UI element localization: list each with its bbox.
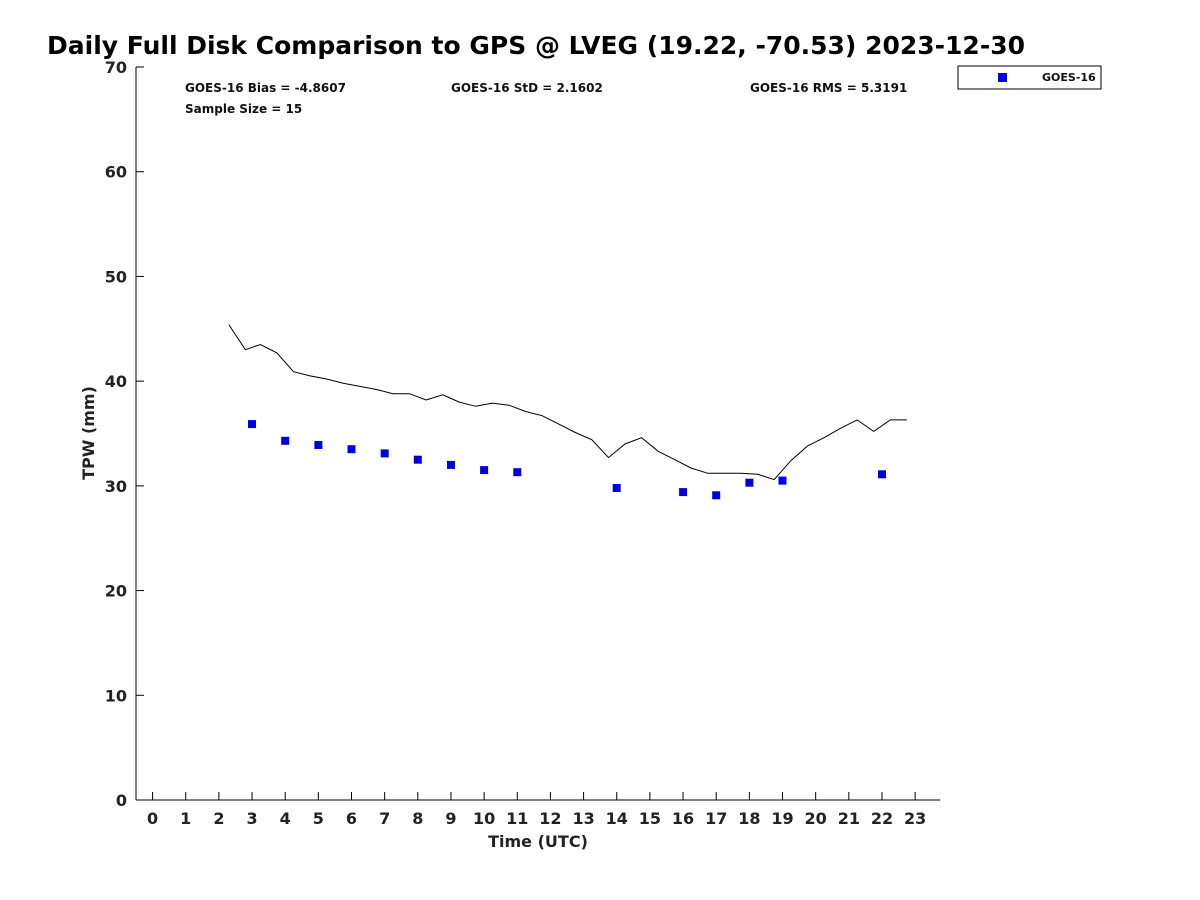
- x-tick-label: 15: [639, 809, 661, 828]
- legend-label-goes16: GOES-16: [1042, 71, 1096, 84]
- x-tick-label: 3: [246, 809, 257, 828]
- x-tick-label: 1: [180, 809, 191, 828]
- rms-stat: GOES-16 RMS = 5.3191: [750, 81, 907, 95]
- goes16-point: [513, 468, 522, 477]
- x-tick-label: 21: [838, 809, 860, 828]
- y-tick-label: 50: [105, 267, 127, 286]
- x-ticks: 0 1 2 3 4 5 6 7 8 9 10 11 12 13 14 15 16 17 18 19 20 21 22 23: [147, 792, 926, 828]
- goes16-point: [413, 455, 422, 464]
- x-tick-label: 9: [445, 809, 456, 828]
- x-tick-label: 17: [705, 809, 727, 828]
- x-tick-label: 11: [506, 809, 528, 828]
- legend-marker-goes16: [998, 73, 1007, 82]
- y-tick-label: 30: [105, 477, 127, 496]
- x-tick-label: 22: [871, 809, 893, 828]
- y-tick-label: 10: [105, 686, 127, 705]
- y-tick-label: 60: [105, 163, 127, 182]
- x-tick-label: 16: [672, 809, 694, 828]
- x-tick-label: 14: [606, 809, 628, 828]
- x-tick-label: 13: [572, 809, 594, 828]
- goes16-point: [878, 470, 886, 479]
- goes16-point: [778, 476, 787, 485]
- goes16-point: [347, 445, 356, 454]
- y-axis-label: TPW (mm): [79, 386, 98, 480]
- x-tick-label: 6: [346, 809, 357, 828]
- y-tick-label: 0: [116, 791, 127, 810]
- goes16-point: [281, 436, 290, 445]
- goes16-point: [314, 441, 323, 449]
- goes16-point: [447, 460, 455, 469]
- bias-stat: GOES-16 Bias = -4.8607: [185, 81, 346, 95]
- chart-title: Daily Full Disk Comparison to GPS @ LVEG…: [47, 31, 1025, 60]
- x-tick-label: 19: [771, 809, 793, 828]
- x-tick-label: 8: [412, 809, 423, 828]
- goes16-point: [612, 484, 621, 492]
- x-tick-label: 0: [147, 809, 158, 828]
- gps-line-series: [228, 324, 907, 481]
- std-stat: GOES-16 StD = 2.1602: [451, 81, 603, 95]
- goes16-scatter-series: [248, 420, 886, 500]
- goes16-point: [745, 478, 754, 487]
- legend-box: [957, 65, 1102, 90]
- legend: GOES-16: [957, 65, 1102, 90]
- x-axis-label: Time (UTC): [488, 832, 588, 851]
- x-tick-label: 7: [379, 809, 390, 828]
- y-tick-label: 70: [105, 58, 127, 77]
- x-tick-label: 23: [904, 809, 926, 828]
- axes: [135, 67, 940, 801]
- x-tick-label: 18: [738, 809, 760, 828]
- y-tick-label: 20: [105, 582, 127, 601]
- x-tick-label: 12: [539, 809, 561, 828]
- gps-line: [228, 324, 907, 481]
- goes16-point: [480, 466, 489, 475]
- x-tick-label: 5: [313, 809, 324, 828]
- goes16-point: [679, 488, 688, 497]
- goes16-point: [248, 420, 256, 429]
- y-tick-label: 40: [105, 372, 127, 391]
- x-tick-label: 10: [473, 809, 495, 828]
- x-tick-label: 20: [805, 809, 827, 828]
- x-tick-label: 2: [213, 809, 224, 828]
- goes16-point: [380, 449, 389, 458]
- x-tick-label: 4: [280, 809, 291, 828]
- goes16-point: [712, 491, 721, 500]
- sample-size-stat: Sample Size = 15: [185, 102, 302, 116]
- y-ticks: 0 10 20 30 40 50 60 70: [105, 58, 144, 810]
